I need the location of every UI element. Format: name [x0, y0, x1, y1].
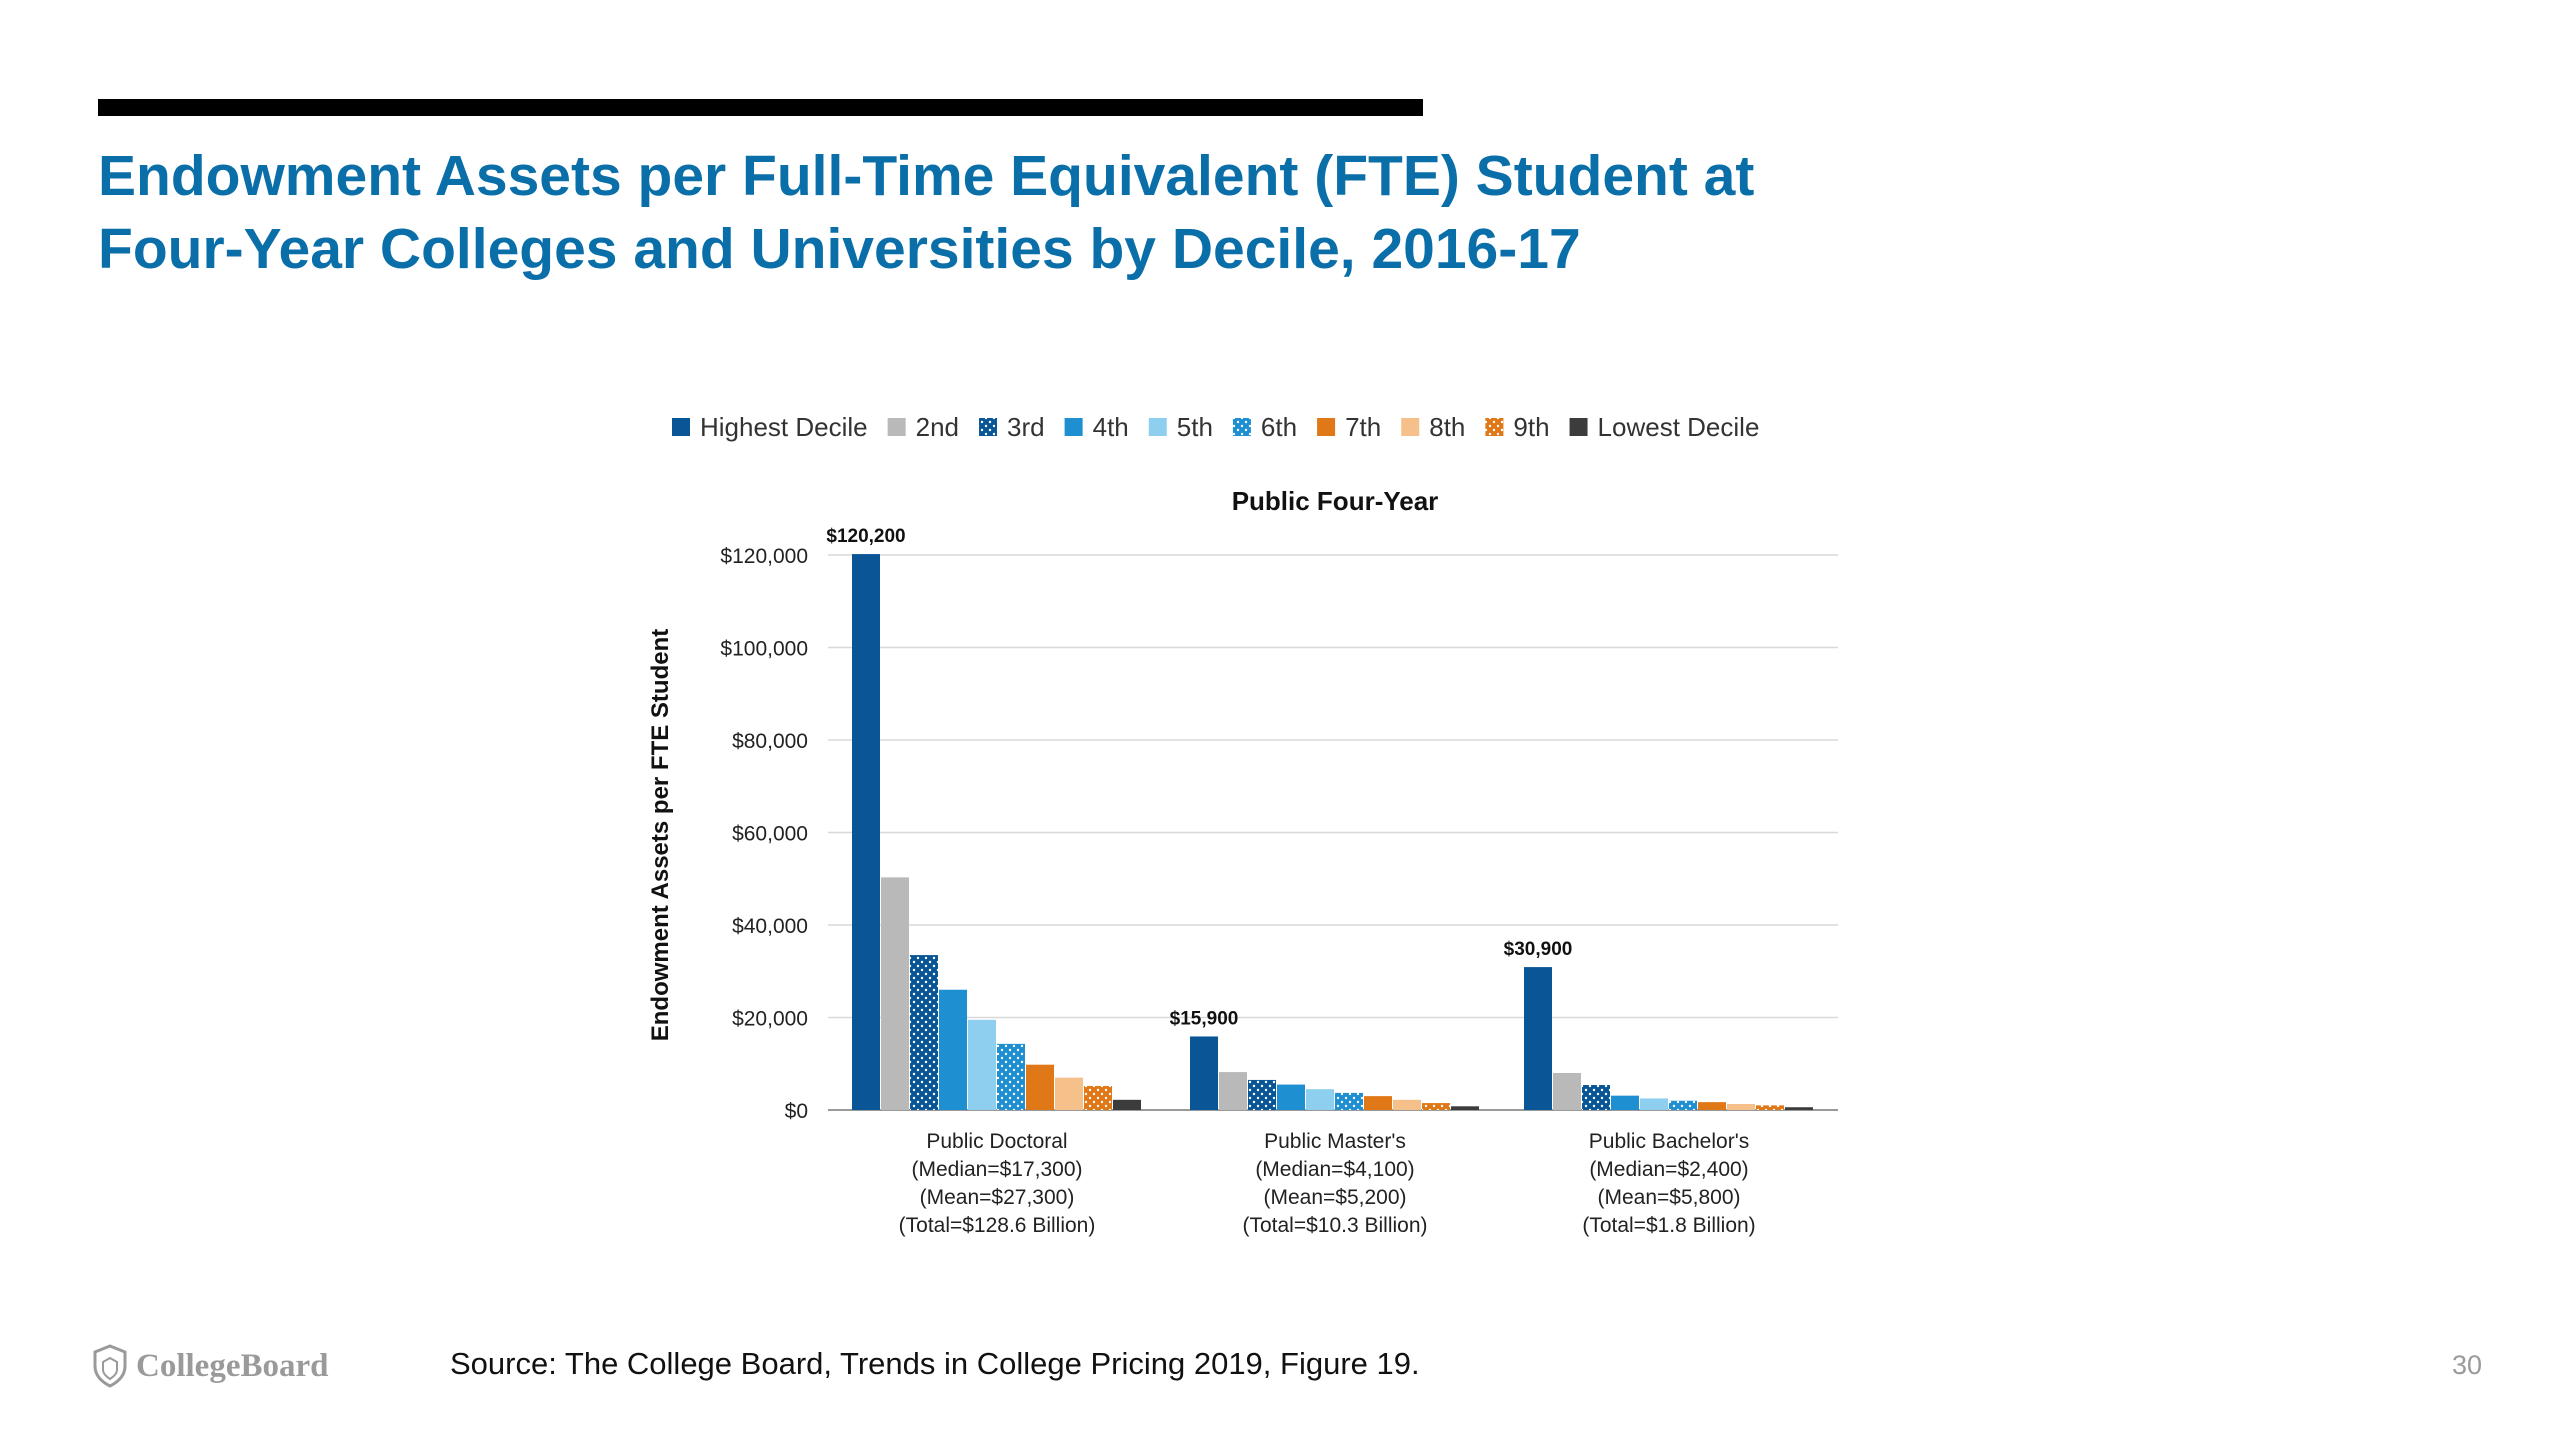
y-tick-label: $100,000 [720, 638, 808, 661]
legend-label: 8th [1429, 412, 1465, 442]
page-number: 30 [2451, 1350, 2482, 1380]
legend-label: 9th [1513, 412, 1549, 442]
data-labels: $120,200 $15,900 $30,900 [826, 526, 1572, 1029]
bar-public-master-s-lowest-decile [1451, 1106, 1479, 1110]
y-tick-label: $80,000 [732, 730, 808, 753]
y-tick-label: $60,000 [732, 823, 808, 846]
chart-title: Public Four-Year [1232, 486, 1439, 516]
bar-public-bachelor-s-lowest-decile [1785, 1107, 1813, 1110]
bar-public-bachelor-s-2nd [1553, 1073, 1581, 1110]
legend-swatch [1485, 418, 1504, 436]
bar-public-bachelor-s-5th [1640, 1098, 1668, 1110]
y-tick-label: $40,000 [732, 915, 808, 938]
slide-title: Endowment Assets per Full-Time Equivalen… [98, 140, 1998, 286]
bar-public-master-s-9th [1422, 1103, 1450, 1110]
y-tick-label: $20,000 [732, 1008, 808, 1031]
bar-public-bachelor-s-highest-decile [1524, 967, 1552, 1110]
legend-item-8th: 8th [1401, 412, 1465, 442]
slide-title-line-1: Endowment Assets per Full-Time Equivalen… [98, 144, 1755, 208]
y-tick-label: $120,000 [720, 545, 808, 568]
bar-public-doctoral-8th [1055, 1077, 1083, 1110]
y-axis-label: Endowment Assets per FTE Student [647, 629, 674, 1042]
legend-item-9th: 9th [1485, 412, 1550, 442]
legend-swatch [1232, 418, 1251, 436]
x-category-label: (Median=$4,100) [1255, 1158, 1414, 1181]
logo-wordmark: CollegeBoard [136, 1347, 329, 1384]
legend-item-highest-decile: Highest Decile [672, 412, 868, 442]
legend-swatch [672, 418, 690, 436]
bar-public-bachelor-s-8th [1727, 1103, 1755, 1110]
collegeboard-logo: CollegeBoard [92, 1340, 382, 1392]
bar-public-doctoral-7th [1026, 1064, 1054, 1110]
bar-public-bachelor-s-6th [1669, 1100, 1697, 1110]
bar-public-doctoral-4th [939, 989, 967, 1110]
legend-item-3rd: 3rd [979, 412, 1045, 442]
legend-swatch [887, 418, 906, 436]
bar-public-master-s-8th [1393, 1099, 1421, 1110]
title-rule [98, 99, 1423, 116]
bar-public-master-s-7th [1364, 1096, 1392, 1110]
x-category-label: (Mean=$5,800) [1597, 1186, 1740, 1209]
x-category-label: (Total=$128.6 Billion) [899, 1214, 1096, 1237]
legend-label: 2nd [916, 412, 959, 442]
bars [852, 554, 1813, 1110]
bar-public-bachelor-s-4th [1611, 1095, 1639, 1110]
chart-legend: Highest Decile 2nd 3rd 4th 5th 6th 7th 8th 9th Lo… [672, 412, 1759, 442]
legend-item-7th: 7th [1317, 412, 1381, 442]
legend-label: 6th [1261, 412, 1297, 442]
bar-public-bachelor-s-7th [1698, 1102, 1726, 1110]
x-category-label: Public Master's [1264, 1130, 1406, 1153]
legend-label: 3rd [1007, 412, 1045, 442]
bar-public-doctoral-lowest-decile [1113, 1099, 1141, 1110]
bar-public-doctoral-5th [968, 1019, 996, 1110]
data-label: $30,900 [1504, 939, 1573, 960]
bar-public-doctoral-6th [997, 1043, 1025, 1110]
legend-label: Highest Decile [700, 412, 868, 442]
bar-public-doctoral-3rd [910, 955, 938, 1110]
bar-public-master-s-2nd [1219, 1072, 1247, 1110]
legend-swatch [1401, 418, 1420, 436]
x-category-label: (Median=$17,300) [911, 1158, 1082, 1181]
data-label: $15,900 [1170, 1008, 1239, 1029]
legend-swatch [1317, 418, 1336, 436]
bar-public-doctoral-highest-decile [852, 554, 880, 1110]
legend-label: Lowest Decile [1598, 412, 1760, 442]
slide-title-line-2: Four-Year Colleges and Universities by D… [98, 217, 1581, 281]
x-category-label: (Mean=$5,200) [1263, 1186, 1406, 1209]
data-label: $120,200 [826, 526, 905, 547]
x-category-label: (Median=$2,400) [1589, 1158, 1748, 1181]
x-category-label: (Mean=$27,300) [920, 1186, 1075, 1209]
source-note: Source: The College Board, Trends in Col… [450, 1346, 1420, 1381]
bar-public-master-s-6th [1335, 1092, 1363, 1110]
bar-public-master-s-highest-decile [1190, 1036, 1218, 1110]
legend-label: 7th [1345, 412, 1381, 442]
x-axis-labels: Public Doctoral (Median=$17,300) (Mean=$27… [899, 1130, 1756, 1237]
y-tick-label: $0 [785, 1100, 808, 1123]
x-category-label: Public Bachelor's [1589, 1130, 1749, 1153]
legend-item-4th: 4th [1064, 412, 1129, 442]
legend-swatch [1064, 418, 1083, 436]
bar-public-master-s-5th [1306, 1089, 1334, 1110]
x-category-label: (Total=$1.8 Billion) [1582, 1214, 1755, 1237]
x-category-label: (Total=$10.3 Billion) [1242, 1214, 1427, 1237]
bar-public-master-s-4th [1277, 1084, 1305, 1110]
legend-item-6th: 6th [1232, 412, 1297, 442]
bar-public-doctoral-2nd [881, 877, 909, 1110]
y-axis-ticks: $0 $20,000 $40,000 $60,000 $80,000 $100,000 $1… [720, 545, 808, 1123]
bar-public-bachelor-s-3rd [1582, 1085, 1610, 1110]
legend-swatch [979, 418, 998, 436]
bar-public-bachelor-s-9th [1756, 1105, 1784, 1110]
legend-item-lowest-decile: Lowest Decile [1569, 412, 1760, 442]
legend-label: 5th [1177, 412, 1213, 442]
legend-label: 4th [1093, 412, 1129, 442]
x-category-label: Public Doctoral [926, 1130, 1067, 1153]
bar-public-master-s-3rd [1248, 1079, 1276, 1110]
bar-public-doctoral-9th [1084, 1085, 1112, 1110]
legend-item-5th: 5th [1148, 412, 1213, 442]
legend-swatch [1569, 418, 1588, 436]
shield-icon [93, 1344, 127, 1388]
legend-item-2nd: 2nd [887, 412, 959, 442]
legend-swatch [1148, 418, 1167, 436]
